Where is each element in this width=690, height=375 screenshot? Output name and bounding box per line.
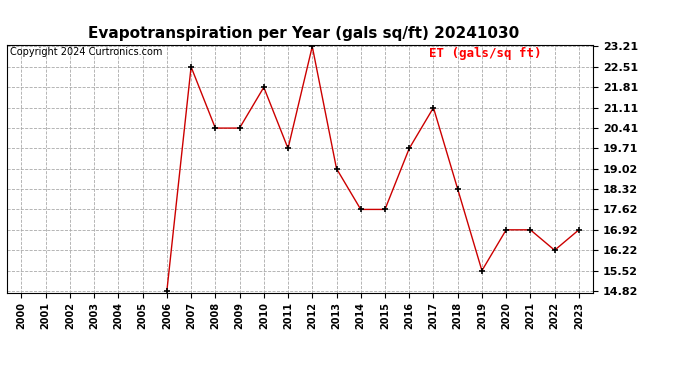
Text: ET (gals/sq ft): ET (gals/sq ft) <box>429 48 542 60</box>
Text: Evapotranspiration per Year (gals sq/ft) 20241030: Evapotranspiration per Year (gals sq/ft)… <box>88 26 520 41</box>
Text: Copyright 2024 Curtronics.com: Copyright 2024 Curtronics.com <box>10 48 162 57</box>
